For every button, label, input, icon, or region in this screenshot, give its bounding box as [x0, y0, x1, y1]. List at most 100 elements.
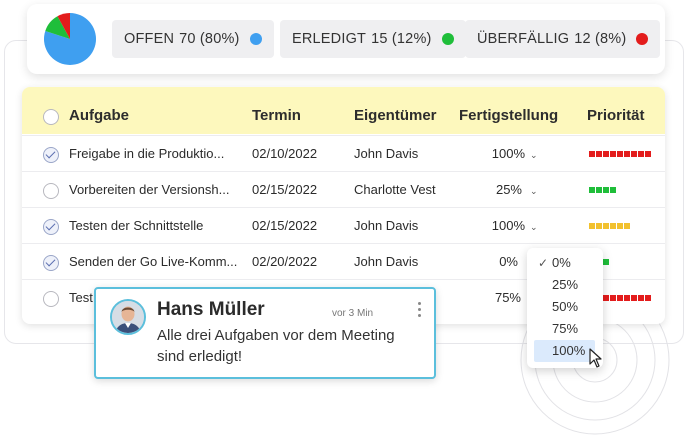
priority-bar: [603, 259, 609, 265]
status-summary-card: OFFEN 70 (80%) ERLEDIGT 15 (12%) ÜBERFÄL…: [27, 4, 665, 74]
priority-segment: [645, 151, 651, 157]
priority-segment: [617, 151, 623, 157]
status-dot: [441, 33, 454, 45]
task-owner: Charlotte Vest: [354, 182, 436, 197]
task-owner: John Davis: [354, 218, 419, 233]
priority-segment: [631, 151, 637, 157]
status-chip-label: ÜBERFÄLLIG: [477, 31, 570, 47]
chevron-down-icon[interactable]: ⌄: [530, 186, 538, 196]
checkmark-icon: ✓: [538, 256, 549, 270]
dropdown-option-label: 100%: [552, 343, 586, 358]
task-name: Testen der Schnittstelle: [69, 218, 204, 233]
status-chip-label: OFFEN: [124, 31, 175, 47]
status-chip-count: 15 (12%): [371, 31, 432, 47]
task-name: Vorbereiten der Versionsh...: [69, 182, 230, 197]
status-chip-count: 70 (80%): [179, 31, 240, 47]
column-header-priority[interactable]: Priorität: [587, 107, 645, 124]
task-due-date: 02/15/2022: [252, 218, 318, 233]
dropdown-option-50[interactable]: 50%: [534, 296, 595, 318]
column-header-owner[interactable]: Eigentümer: [354, 107, 437, 124]
status-chip-open[interactable]: OFFEN 70 (80%): [112, 20, 274, 58]
priority-segment: [610, 151, 616, 157]
priority-bar: [589, 151, 651, 157]
pie-slice-overdue: [57, 13, 70, 39]
priority-segment: [589, 151, 595, 157]
status-dot: [249, 33, 262, 45]
table-row[interactable]: Testen der Schnittstelle 02/15/2022 John…: [22, 207, 665, 243]
chevron-down-icon[interactable]: ⌄: [530, 222, 538, 232]
dropdown-option-0[interactable]: ✓ 0%: [534, 252, 595, 274]
table-row[interactable]: Freigabe in die Produktio... 02/10/2022 …: [22, 135, 665, 171]
user-portrait-icon: [112, 301, 144, 333]
priority-segment: [589, 223, 595, 229]
task-due-date: 02/15/2022: [252, 182, 318, 197]
priority-segment: [631, 295, 637, 301]
pie-slice-done: [45, 16, 70, 39]
task-completion[interactable]: 100%: [491, 146, 525, 161]
task-completion[interactable]: 0%: [499, 254, 518, 269]
status-dot: [636, 33, 649, 45]
priority-segment: [624, 151, 630, 157]
task-due-date: 02/10/2022: [252, 146, 318, 161]
table-header: Aufgabe Termin Eigentümer Fertigstellung…: [22, 87, 665, 134]
column-header-due[interactable]: Termin: [252, 107, 301, 124]
status-chip-done[interactable]: ERLEDIGT 15 (12%): [280, 20, 466, 58]
priority-segment: [596, 151, 602, 157]
priority-segment: [603, 259, 609, 265]
priority-segment: [624, 223, 630, 229]
priority-segment: [610, 223, 616, 229]
dropdown-option-25[interactable]: 25%: [534, 274, 595, 296]
priority-segment: [596, 223, 602, 229]
mouse-pointer-icon: [589, 348, 602, 368]
priority-segment: [638, 295, 644, 301]
column-header-completion[interactable]: Fertigstellung: [459, 107, 559, 124]
priority-segment: [603, 295, 609, 301]
priority-segment: [603, 151, 609, 157]
priority-bar: [589, 223, 630, 229]
task-checkbox[interactable]: [43, 219, 59, 235]
priority-bar: [589, 187, 616, 193]
status-chip-count: 12 (8%): [574, 31, 627, 47]
priority-segment: [610, 295, 616, 301]
task-checkbox[interactable]: [43, 183, 59, 199]
status-chip-overdue[interactable]: ÜBERFÄLLIG 12 (8%): [465, 20, 661, 58]
task-due-date: 02/20/2022: [252, 254, 318, 269]
more-options-icon[interactable]: [416, 302, 422, 322]
table-row[interactable]: Vorbereiten der Versionsh... 02/15/2022 …: [22, 171, 665, 207]
priority-segment: [645, 295, 651, 301]
chevron-down-icon[interactable]: ⌄: [530, 150, 538, 160]
task-name: Test: [69, 290, 93, 305]
dropdown-option-label: 25%: [552, 277, 579, 292]
task-completion[interactable]: 75%: [494, 290, 521, 305]
completion-dropdown: ✓ 0% 25% 50% 75% 100%: [527, 248, 603, 368]
status-pie-chart: [44, 13, 96, 65]
column-header-task[interactable]: Aufgabe: [69, 107, 129, 124]
dropdown-option-75[interactable]: 75%: [534, 318, 595, 340]
task-checkbox[interactable]: [43, 147, 59, 163]
table-row[interactable]: Senden der Go Live-Komm... 02/20/2022 Jo…: [22, 243, 665, 279]
select-all-checkbox[interactable]: [43, 109, 59, 125]
task-checkbox[interactable]: [43, 255, 59, 271]
dropdown-option-label: 50%: [552, 299, 579, 314]
priority-segment: [617, 295, 623, 301]
priority-segment: [603, 187, 609, 193]
priority-segment: [617, 223, 623, 229]
task-name: Senden der Go Live-Komm...: [69, 254, 238, 269]
avatar: [110, 299, 146, 335]
task-owner: John Davis: [354, 254, 419, 269]
dropdown-option-label: 0%: [552, 255, 571, 270]
task-name: Freigabe in die Produktio...: [69, 146, 225, 161]
dropdown-option-100[interactable]: 100%: [534, 340, 595, 362]
status-chip-label: ERLEDIGT: [292, 31, 367, 47]
comment-timestamp: vor 3 Min: [332, 308, 374, 319]
priority-segment: [589, 187, 595, 193]
task-completion[interactable]: 25%: [495, 182, 522, 197]
comment-message: Alle drei Aufgaben vor dem Meeting sind …: [157, 327, 395, 365]
comment-popup: Hans Müller vor 3 Min Alle drei Aufgaben…: [94, 287, 436, 379]
task-completion[interactable]: 100%: [491, 218, 525, 233]
priority-segment: [624, 295, 630, 301]
priority-segment: [610, 187, 616, 193]
priority-segment: [638, 151, 644, 157]
table-row[interactable]: Test 75%: [22, 279, 665, 315]
task-checkbox[interactable]: [43, 291, 59, 307]
